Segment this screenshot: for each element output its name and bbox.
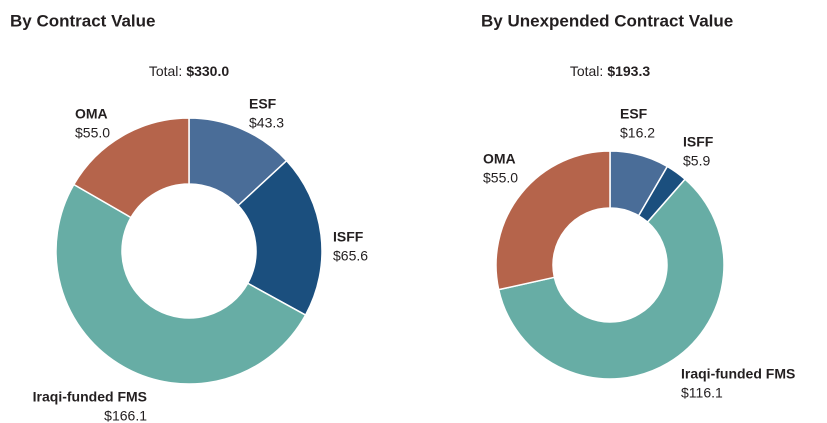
slice-value: $5.9 — [683, 153, 710, 169]
slice-name: OMA — [75, 106, 108, 122]
chart-title: By Unexpended Contract Value — [481, 11, 733, 30]
slice-value: $55.0 — [483, 170, 518, 186]
total-prefix: Total: — [149, 63, 182, 79]
slice-name: Iraqi-funded FMS — [681, 366, 795, 382]
total-value: $330.0 — [186, 63, 229, 79]
donut-slice — [237, 159, 323, 317]
slice-name: ISFF — [333, 229, 364, 245]
donut-slice — [497, 178, 725, 380]
donut-slice — [72, 117, 190, 219]
slice-value: $16.2 — [620, 125, 655, 141]
slice-name: ESF — [249, 96, 277, 112]
slice-value: $166.1 — [104, 408, 147, 423]
slice-value: $116.1 — [681, 385, 723, 401]
slice-value: $43.3 — [249, 115, 284, 131]
chart-title: By Contract Value — [10, 11, 156, 30]
slice-name: ISFF — [683, 134, 714, 150]
donut-slice — [495, 150, 611, 291]
total-label: Total: $193.3 — [570, 63, 651, 79]
slice-name: OMA — [483, 151, 516, 167]
slice-name: Iraqi-funded FMS — [33, 389, 147, 405]
donut-slice — [55, 183, 307, 385]
total-label: Total: $330.0 — [149, 63, 230, 79]
slice-value: $65.6 — [333, 248, 368, 264]
total-prefix: Total: — [570, 63, 603, 79]
total-value: $193.3 — [607, 63, 650, 79]
slice-value: $55.0 — [75, 125, 110, 141]
slice-name: ESF — [620, 106, 648, 122]
